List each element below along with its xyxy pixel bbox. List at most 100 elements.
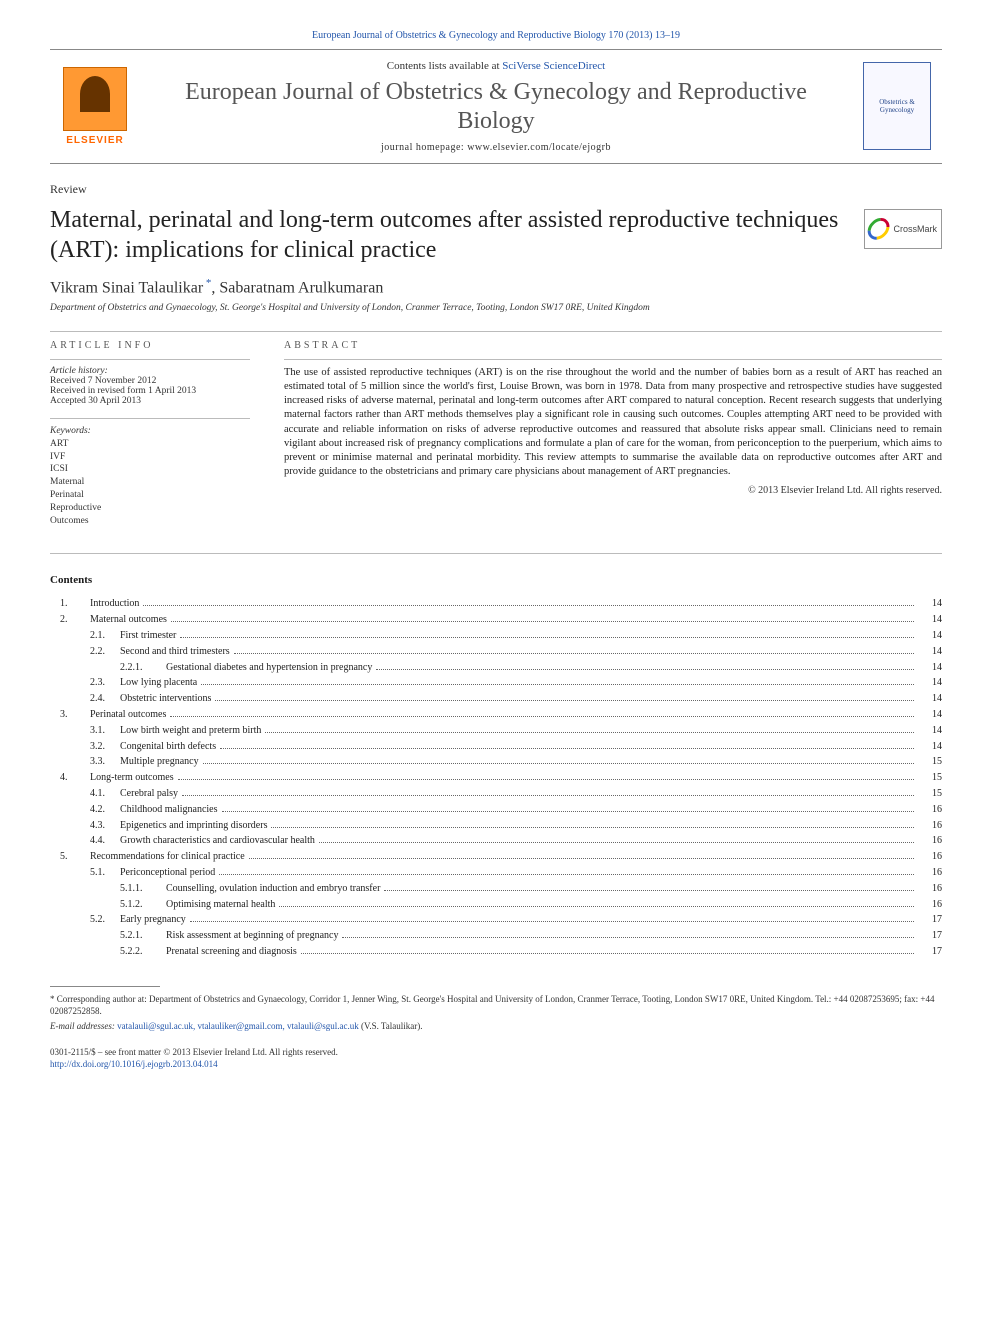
toc-number: 2.1. (90, 628, 120, 644)
toc-page: 17 (918, 912, 942, 928)
header-center: Contents lists available at SciVerse Sci… (140, 60, 852, 153)
toc-page: 17 (918, 928, 942, 944)
toc-row[interactable]: 2.1.First trimester14 (50, 628, 942, 644)
abstract-copyright: © 2013 Elsevier Ireland Ltd. All rights … (284, 485, 942, 496)
toc-row[interactable]: 5.2.2.Prenatal screening and diagnosis 17 (50, 944, 942, 960)
toc-page: 17 (918, 944, 942, 960)
toc-dots (180, 637, 914, 638)
toc-number: 5.1.1. (120, 881, 166, 897)
toc-title: Optimising maternal health (166, 897, 275, 913)
journal-homepage[interactable]: journal homepage: www.elsevier.com/locat… (152, 142, 840, 153)
toc-dots (215, 700, 914, 701)
toc-row[interactable]: 4.2.Childhood malignancies16 (50, 802, 942, 818)
toc-row[interactable]: 4.1.Cerebral palsy15 (50, 786, 942, 802)
toc-row[interactable]: 4.4.Growth characteristics and cardiovas… (50, 833, 942, 849)
toc-title: Long-term outcomes (90, 770, 174, 786)
keyword: ART (50, 438, 250, 451)
toc-number: 1. (60, 596, 90, 612)
revised: Received in revised form 1 April 2013 (50, 386, 250, 396)
toc-page: 14 (918, 596, 942, 612)
toc-title: Second and third trimesters (120, 644, 230, 660)
received: Received 7 November 2012 (50, 376, 250, 386)
toc-title: Congenital birth defects (120, 739, 216, 755)
toc-page: 16 (918, 802, 942, 818)
sciverse-link[interactable]: SciVerse ScienceDirect (502, 60, 605, 72)
abstract-text: The use of assisted reproductive techniq… (284, 359, 942, 479)
toc-row[interactable]: 5.1.2.Optimising maternal health16 (50, 897, 942, 913)
toc-dots (219, 874, 914, 875)
toc-number: 2. (60, 612, 90, 628)
toc-number: 3.2. (90, 739, 120, 755)
toc-row[interactable]: 3.3.Multiple pregnancy15 (50, 754, 942, 770)
toc-title: Multiple pregnancy (120, 754, 199, 770)
toc-title: Low lying placenta (120, 675, 197, 691)
toc-row[interactable]: 3.Perinatal outcomes14 (50, 707, 942, 723)
toc-title: Periconceptional period (120, 865, 215, 881)
toc-title: Prenatal screening and diagnosis (166, 944, 297, 960)
toc-number: 5.2.2. (120, 944, 166, 960)
email-addresses[interactable]: vatalauli@sgul.ac.uk, vtalauliker@gmail.… (117, 1021, 359, 1031)
toc-row[interactable]: 1.Introduction14 (50, 596, 942, 612)
authors-rest: , Sabaratnam Arulkumaran (211, 279, 383, 296)
elsevier-logo[interactable]: ELSEVIER (50, 61, 140, 151)
toc-row[interactable]: 2.3.Low lying placenta14 (50, 675, 942, 691)
toc-number: 5. (60, 849, 90, 865)
toc-row[interactable]: 5.2.Early pregnancy17 (50, 912, 942, 928)
toc-dots (170, 716, 914, 717)
toc-page: 15 (918, 786, 942, 802)
toc-page: 16 (918, 818, 942, 834)
toc-title: Early pregnancy (120, 912, 186, 928)
keywords-block: Keywords: ART IVF ICSI Maternal Perinata… (50, 418, 250, 528)
toc-page: 14 (918, 675, 942, 691)
keyword: ICSI (50, 463, 250, 476)
toc-title: Low birth weight and preterm birth (120, 723, 261, 739)
toc-row[interactable]: 2.4.Obstetric interventions14 (50, 691, 942, 707)
toc-row[interactable]: 5.Recommendations for clinical practice1… (50, 849, 942, 865)
toc-row[interactable]: 4.Long-term outcomes15 (50, 770, 942, 786)
toc-row[interactable]: 2.2.Second and third trimesters14 (50, 644, 942, 660)
toc-dots (384, 890, 914, 891)
toc-number: 3.3. (90, 754, 120, 770)
email-suffix: (V.S. Talaulikar). (359, 1021, 423, 1031)
toc-number: 5.1.2. (120, 897, 166, 913)
journal-cover-image: Obstetrics & Gynecology (863, 62, 931, 150)
toc-row[interactable]: 5.1.Periconceptional period16 (50, 865, 942, 881)
toc-row[interactable]: 2.Maternal outcomes14 (50, 612, 942, 628)
toc-title: Growth characteristics and cardiovascula… (120, 833, 315, 849)
toc-title: Childhood malignancies (120, 802, 218, 818)
keyword: Reproductive (50, 502, 250, 515)
toc-title: Recommendations for clinical practice (90, 849, 245, 865)
toc-row[interactable]: 3.1.Low birth weight and preterm birth14 (50, 723, 942, 739)
toc-title: First trimester (120, 628, 176, 644)
toc-row[interactable]: 5.2.1.Risk assessment at beginning of pr… (50, 928, 942, 944)
toc-page: 16 (918, 881, 942, 897)
toc-title: Risk assessment at beginning of pregnanc… (166, 928, 338, 944)
toc-dots (171, 621, 914, 622)
journal-cover[interactable]: Obstetrics & Gynecology (852, 61, 942, 151)
toc-dots (201, 684, 914, 685)
toc-dots (301, 953, 914, 954)
journal-title: European Journal of Obstetrics & Gynecol… (152, 78, 840, 136)
issn-line: 0301-2115/$ – see front matter © 2013 El… (50, 1046, 942, 1058)
journal-reference[interactable]: European Journal of Obstetrics & Gynecol… (50, 30, 942, 41)
toc-page: 14 (918, 723, 942, 739)
abstract-heading: ABSTRACT (284, 340, 942, 351)
crossmark-icon (863, 213, 894, 244)
keyword: IVF (50, 451, 250, 464)
crossmark-badge[interactable]: CrossMark (864, 209, 942, 249)
toc-dots (249, 858, 914, 859)
toc-row[interactable]: 2.2.1.Gestational diabetes and hypertens… (50, 660, 942, 676)
email-footnote: E-mail addresses: vatalauli@sgul.ac.uk, … (50, 1020, 942, 1032)
toc-row[interactable]: 4.3.Epigenetics and imprinting disorders… (50, 818, 942, 834)
table-of-contents: 1.Introduction142.Maternal outcomes142.1… (50, 596, 942, 959)
toc-row[interactable]: 5.1.1.Counselling, ovulation induction a… (50, 881, 942, 897)
article-type: Review (50, 182, 942, 197)
toc-title: Epigenetics and imprinting disorders (120, 818, 267, 834)
contents-heading: Contents (50, 574, 942, 586)
toc-dots (271, 827, 914, 828)
contents-prefix: Contents lists available at (387, 60, 502, 72)
toc-row[interactable]: 3.2.Congenital birth defects14 (50, 739, 942, 755)
bottom-meta: 0301-2115/$ – see front matter © 2013 El… (50, 1046, 942, 1070)
doi-link[interactable]: http://dx.doi.org/10.1016/j.ejogrb.2013.… (50, 1058, 942, 1070)
toc-dots (178, 779, 914, 780)
